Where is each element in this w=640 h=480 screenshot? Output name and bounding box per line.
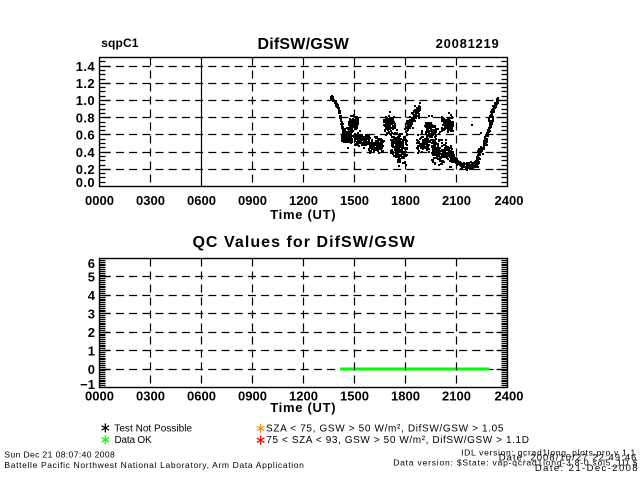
svg-text:0900: 0900	[238, 193, 267, 208]
svg-text:4: 4	[88, 288, 96, 303]
svg-text:1200: 1200	[289, 389, 318, 404]
svg-text:SZA < 75, GSW > 50 W/m², DifSW: SZA < 75, GSW > 50 W/m², DifSW/GSW > 1.0…	[266, 423, 504, 434]
svg-text:0.4: 0.4	[76, 145, 96, 160]
svg-text:2400: 2400	[495, 389, 524, 404]
svg-text:IDL version: qcrad1long_plots.: IDL version: qcrad1long_plots.pro,v 1.1	[461, 447, 636, 457]
svg-text:0.0: 0.0	[76, 175, 95, 190]
svg-text:1.2: 1.2	[76, 76, 95, 91]
svg-text:QC Values for DifSW/GSW: QC Values for DifSW/GSW	[192, 234, 415, 251]
svg-text:Data OK: Data OK	[115, 435, 152, 446]
svg-text:0300: 0300	[136, 193, 165, 208]
svg-text:0.6: 0.6	[76, 128, 95, 143]
svg-text:Battelle Pacific Northwest Nat: Battelle Pacific Northwest National Labo…	[4, 460, 304, 470]
svg-text:20081219: 20081219	[436, 36, 500, 51]
svg-text:1800: 1800	[391, 193, 420, 208]
svg-text:1800: 1800	[391, 389, 420, 404]
svg-text:1200: 1200	[289, 193, 318, 208]
svg-text:0600: 0600	[187, 389, 216, 404]
svg-text:2100: 2100	[442, 389, 471, 404]
svg-text:−1: −1	[80, 377, 95, 392]
svg-text:1500: 1500	[340, 389, 369, 404]
svg-text:6: 6	[88, 256, 95, 271]
svg-text:Data version: $State: vap-qcra: Data version: $State: vap-qcrad1long-3.8…	[393, 458, 638, 468]
svg-text:0600: 0600	[187, 193, 216, 208]
svg-text:2: 2	[88, 325, 95, 340]
svg-text:0900: 0900	[238, 389, 267, 404]
svg-text:2400: 2400	[495, 193, 524, 208]
svg-text:0: 0	[88, 362, 95, 377]
svg-text:1.4: 1.4	[76, 59, 96, 74]
svg-text:0000: 0000	[85, 389, 114, 404]
svg-text:1: 1	[88, 343, 95, 358]
svg-text:Time (UT): Time (UT)	[270, 207, 336, 222]
svg-text:5: 5	[88, 270, 95, 285]
svg-text:Date: 2008/10/27 22:49:46: Date: 2008/10/27 22:49:46	[499, 452, 638, 463]
svg-text:0.2: 0.2	[76, 162, 95, 177]
svg-text:Test Not Possible: Test Not Possible	[114, 423, 192, 434]
svg-text:0000: 0000	[85, 193, 114, 208]
svg-text:Time (UT): Time (UT)	[270, 400, 336, 415]
svg-text:0300: 0300	[136, 389, 165, 404]
svg-text:0.8: 0.8	[76, 110, 95, 125]
svg-text:sqpC1: sqpC1	[101, 36, 139, 50]
svg-text:Date: 21-Dec-2008: Date: 21-Dec-2008	[535, 463, 639, 474]
svg-text:75 < SZA < 93, GSW > 50 W/m²,: 75 < SZA < 93, GSW > 50 W/m², DifSW/GSW …	[266, 435, 529, 446]
svg-text:1.0: 1.0	[76, 93, 95, 108]
svg-text:2100: 2100	[442, 193, 471, 208]
svg-text:3: 3	[88, 307, 95, 322]
svg-text:Sun Dec 21 08:07:40 2008: Sun Dec 21 08:07:40 2008	[4, 449, 115, 459]
svg-text:DifSW/GSW: DifSW/GSW	[258, 36, 350, 53]
svg-text:1500: 1500	[340, 193, 369, 208]
